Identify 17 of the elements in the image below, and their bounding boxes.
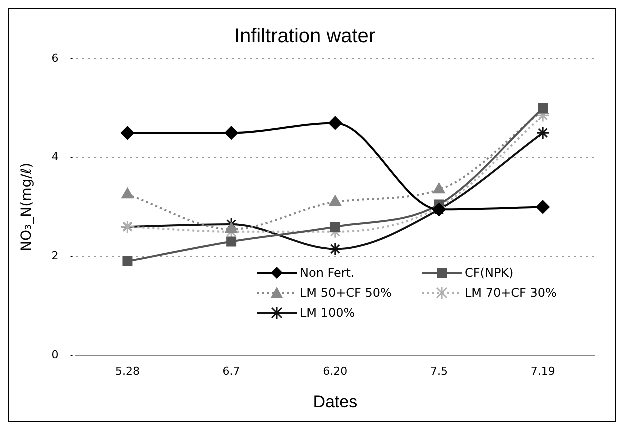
legend-label: Non Fert. — [300, 266, 355, 280]
x-tick-label: 5.28 — [115, 364, 140, 378]
x-tick-label: 7.5 — [430, 364, 448, 378]
y-axis-title: NO₃_N(mg/ℓ) — [19, 162, 36, 252]
x-tick-label: 6.20 — [323, 364, 348, 378]
chart-title: Infiltration water — [234, 26, 376, 48]
legend-label: LM 70+CF 30% — [465, 286, 557, 300]
legend-label: CF(NPK) — [465, 266, 514, 280]
x-tick-label: 7.19 — [530, 364, 556, 378]
x-axis-title: Dates — [313, 392, 358, 412]
x-tick-label: 6.7 — [222, 364, 240, 378]
y-tick-label: 2 — [52, 249, 59, 262]
legend-label: LM 50+CF 50% — [300, 286, 392, 300]
legend-label: LM 100% — [300, 306, 356, 320]
y-tick-label: 0 — [52, 348, 59, 362]
y-tick-label: 6 — [52, 52, 59, 65]
y-tick-label: 4 — [52, 150, 59, 164]
